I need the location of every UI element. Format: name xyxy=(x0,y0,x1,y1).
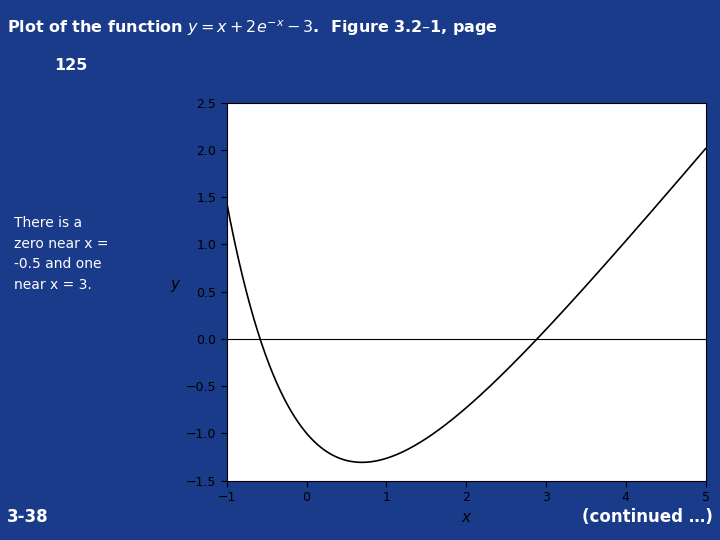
Text: Plot of the function $y = x + 2e^{-x} - 3$.  Figure 3.2–1, page: Plot of the function $y = x + 2e^{-x} - … xyxy=(7,19,498,38)
Text: 125: 125 xyxy=(54,58,87,73)
Text: There is a
zero near x =
-0.5 and one
near x = 3.: There is a zero near x = -0.5 and one ne… xyxy=(14,216,109,292)
Text: 3-38: 3-38 xyxy=(7,509,49,526)
Y-axis label: y: y xyxy=(170,276,179,292)
X-axis label: x: x xyxy=(462,510,471,524)
Text: (continued …): (continued …) xyxy=(582,509,713,526)
